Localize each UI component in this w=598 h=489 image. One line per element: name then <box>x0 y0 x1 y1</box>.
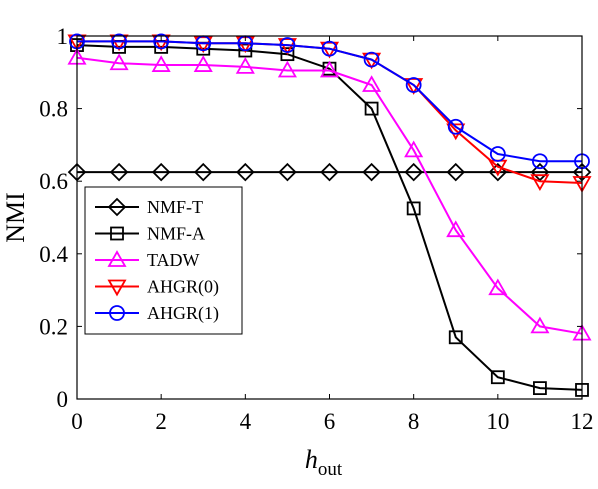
y-tick-label: 0.8 <box>39 97 68 122</box>
data-point-ahgr-1 <box>279 37 296 53</box>
data-point-nmf-t <box>109 162 129 182</box>
data-point-tadw <box>319 60 340 78</box>
legend-label-ahgr-0: AHGR(0) <box>147 277 219 298</box>
axis-ticks: 0 2 4 6 8 10 12 0 0.2 0.4 0.6 0.8 1 <box>39 24 593 434</box>
data-point-tadw <box>109 53 129 71</box>
data-point-tadw <box>277 60 297 78</box>
legend: NMF-T NMF-A TADW AHGR(0) AHGR(1) <box>84 186 243 335</box>
data-point-nmf-a <box>238 43 253 58</box>
legend-marker-nmf-a <box>110 226 124 241</box>
legend-label-tadw: TADW <box>147 250 200 270</box>
data-point-nmf-t <box>151 162 171 182</box>
data-point-ahgr-1 <box>405 77 422 93</box>
data-point-tadw <box>235 57 255 74</box>
x-tick-label: 0 <box>71 409 83 434</box>
data-point-nmf-a <box>490 370 505 385</box>
x-tick-label: 8 <box>408 409 420 434</box>
data-point-nmf-t <box>362 162 381 182</box>
data-point-ahgr-1 <box>363 51 380 68</box>
series-line-nmf-a <box>76 44 583 391</box>
data-point-ahgr-1 <box>111 33 127 50</box>
series-nmf-a <box>70 38 589 397</box>
data-point-nmf-a <box>406 201 421 216</box>
x-tick-label: 2 <box>155 409 167 434</box>
series-line-tadw <box>76 56 583 335</box>
data-point-nmf-t <box>193 162 213 182</box>
legend-marker-ahgr-1 <box>109 305 125 321</box>
data-point-nmf-t <box>278 162 297 182</box>
series-tadw <box>67 47 592 341</box>
y-tick-label: 0 <box>57 387 69 412</box>
data-point-ahgr-0 <box>404 78 424 95</box>
data-point-ahgr-1 <box>447 118 464 135</box>
x-axis-label: hout <box>305 445 343 480</box>
y-tick-label: 0.6 <box>39 169 68 194</box>
data-point-nmf-t <box>530 162 550 182</box>
data-point-ahgr-0 <box>530 174 550 192</box>
data-point-tadw <box>488 278 508 296</box>
x-axis-label-main: h <box>305 445 318 474</box>
y-tick-label: 1 <box>57 24 69 49</box>
data-point-tadw <box>446 220 466 238</box>
series-ahgr-0 <box>67 34 592 193</box>
data-point-ahgr-1 <box>153 33 170 50</box>
data-point-tadw <box>151 55 171 72</box>
legend-label-ahgr-1: AHGR(1) <box>147 303 219 324</box>
y-tick-label: 0.2 <box>39 314 68 339</box>
data-point-tadw <box>404 140 424 158</box>
data-point-ahgr-0 <box>362 52 382 70</box>
data-layer <box>67 33 592 397</box>
legend-marker-tadw <box>107 250 127 267</box>
data-point-ahgr-1 <box>489 146 506 162</box>
legend-label-nmf-a: NMF-A <box>147 224 205 244</box>
x-tick-label: 4 <box>240 409 252 434</box>
x-tick-label: 12 <box>571 409 594 434</box>
x-axis-label-sub: out <box>318 459 343 480</box>
legend-marker-ahgr-0 <box>107 279 127 297</box>
y-axis-label: NMI <box>1 192 30 243</box>
data-point-tadw <box>193 55 213 72</box>
legend-marker-nmf-t <box>107 197 127 217</box>
data-point-nmf-a <box>533 381 547 396</box>
data-point-nmf-a <box>364 101 379 116</box>
data-point-ahgr-1 <box>321 40 338 57</box>
data-point-nmf-t <box>446 162 466 182</box>
data-point-nmf-t <box>320 162 339 182</box>
data-point-nmf-a <box>280 47 295 62</box>
data-point-nmf-t <box>236 162 255 182</box>
data-point-tadw <box>530 316 550 334</box>
x-tick-label: 6 <box>324 409 336 434</box>
data-point-tadw <box>362 75 382 92</box>
series-ahgr-1 <box>69 33 590 170</box>
data-point-nmf-t <box>404 162 423 182</box>
series-line-ahgr-1 <box>77 40 582 163</box>
data-point-ahgr-1 <box>532 153 548 170</box>
legend-label-nmf-t: NMF-T <box>147 197 203 217</box>
y-tick-label: 0.4 <box>39 242 68 267</box>
data-point-nmf-a <box>448 330 463 345</box>
x-tick-label: 10 <box>486 409 509 434</box>
